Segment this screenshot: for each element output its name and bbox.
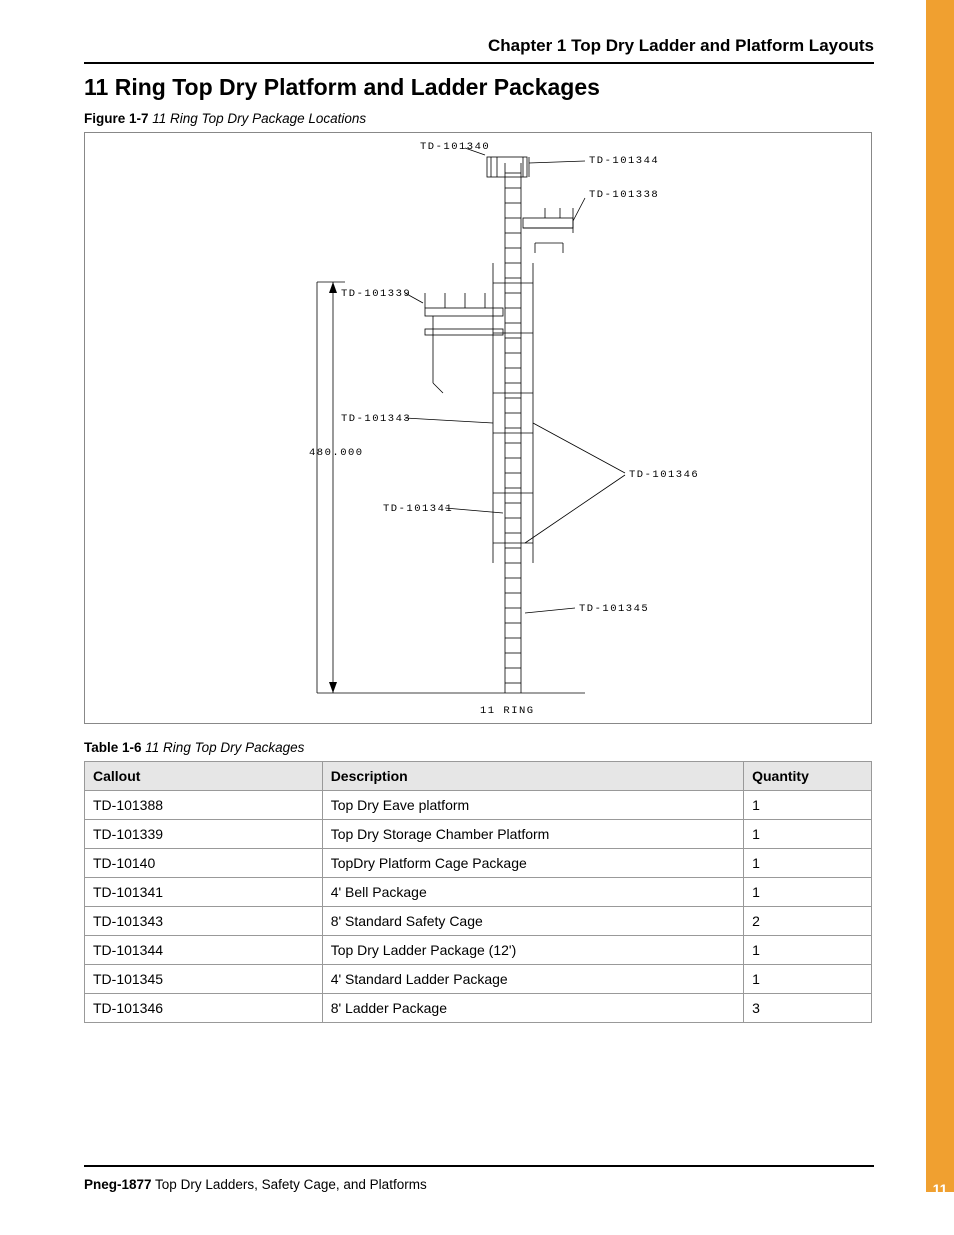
top-rule bbox=[84, 62, 874, 64]
table-cell: 4' Standard Ladder Package bbox=[322, 965, 743, 994]
table-cell: Top Dry Storage Chamber Platform bbox=[322, 820, 743, 849]
table-row: TD-1013438' Standard Safety Cage2 bbox=[85, 907, 872, 936]
table-row: TD-1013468' Ladder Package3 bbox=[85, 994, 872, 1023]
table-cell: 8' Standard Safety Cage bbox=[322, 907, 743, 936]
col-callout: Callout bbox=[85, 762, 323, 791]
table-row: TD-10140TopDry Platform Cage Package1 bbox=[85, 849, 872, 878]
col-description: Description bbox=[322, 762, 743, 791]
table-cell: 1 bbox=[744, 878, 872, 907]
figure-diagram: TD-101340 TD-101344 TD-101338 TD-101339 … bbox=[84, 132, 872, 724]
callout-101343: TD-101343 bbox=[341, 413, 411, 425]
table-caption: Table 1-6 11 Ring Top Dry Packages bbox=[84, 740, 874, 755]
table-cell: 3 bbox=[744, 994, 872, 1023]
figure-caption: Figure 1-7 11 Ring Top Dry Package Locat… bbox=[84, 111, 874, 126]
table-row: TD-1013414' Bell Package1 bbox=[85, 878, 872, 907]
chapter-title: Chapter 1 Top Dry Ladder and Platform La… bbox=[84, 36, 874, 62]
table-cell: TD-101388 bbox=[85, 791, 323, 820]
page-footer: Pneg-1877 Top Dry Ladders, Safety Cage, … bbox=[84, 1165, 874, 1192]
table-cell: TD-10140 bbox=[85, 849, 323, 878]
callout-101344: TD-101344 bbox=[589, 155, 659, 167]
table-cell: TD-101343 bbox=[85, 907, 323, 936]
table-row: TD-101388Top Dry Eave platform1 bbox=[85, 791, 872, 820]
table-cell: TD-101339 bbox=[85, 820, 323, 849]
figure-title: 11 Ring Top Dry Package Locations bbox=[152, 111, 366, 126]
page-content: Chapter 1 Top Dry Ladder and Platform La… bbox=[84, 36, 874, 1023]
table-cell: Top Dry Eave platform bbox=[322, 791, 743, 820]
table-cell: 1 bbox=[744, 936, 872, 965]
table-cell: 1 bbox=[744, 849, 872, 878]
callout-101346: TD-101346 bbox=[629, 469, 699, 481]
callout-101339: TD-101339 bbox=[341, 288, 411, 300]
accent-bar bbox=[926, 0, 954, 1192]
table-cell: TopDry Platform Cage Package bbox=[322, 849, 743, 878]
callout-101341: TD-101341 bbox=[383, 503, 453, 515]
figure-bottom-label: 11 RING bbox=[480, 705, 535, 717]
table-header-row: Callout Description Quantity bbox=[85, 762, 872, 791]
table-number: Table 1-6 bbox=[84, 740, 142, 755]
table-cell: 1 bbox=[744, 791, 872, 820]
dimension-label: 480.000 bbox=[309, 447, 364, 459]
table-cell: TD-101346 bbox=[85, 994, 323, 1023]
section-title: 11 Ring Top Dry Platform and Ladder Pack… bbox=[84, 74, 874, 101]
table-cell: Top Dry Ladder Package (12') bbox=[322, 936, 743, 965]
packages-table: Callout Description Quantity TD-101388To… bbox=[84, 761, 872, 1023]
table-cell: TD-101344 bbox=[85, 936, 323, 965]
doc-title: Top Dry Ladders, Safety Cage, and Platfo… bbox=[152, 1177, 427, 1192]
doc-id: Pneg-1877 bbox=[84, 1177, 152, 1192]
table-cell: 8' Ladder Package bbox=[322, 994, 743, 1023]
table-cell: 1 bbox=[744, 965, 872, 994]
table-row: TD-101344Top Dry Ladder Package (12')1 bbox=[85, 936, 872, 965]
table-cell: TD-101345 bbox=[85, 965, 323, 994]
table-row: TD-101339Top Dry Storage Chamber Platfor… bbox=[85, 820, 872, 849]
callout-101338: TD-101338 bbox=[589, 189, 659, 201]
table-cell: 4' Bell Package bbox=[322, 878, 743, 907]
page-number: 11 bbox=[928, 1181, 952, 1197]
table-cell: 1 bbox=[744, 820, 872, 849]
callout-101345: TD-101345 bbox=[579, 603, 649, 615]
figure-number: Figure 1-7 bbox=[84, 111, 149, 126]
table-cell: 2 bbox=[744, 907, 872, 936]
col-quantity: Quantity bbox=[744, 762, 872, 791]
callout-101340: TD-101340 bbox=[420, 141, 490, 153]
table-row: TD-1013454' Standard Ladder Package1 bbox=[85, 965, 872, 994]
table-title: 11 Ring Top Dry Packages bbox=[145, 740, 304, 755]
table-cell: TD-101341 bbox=[85, 878, 323, 907]
